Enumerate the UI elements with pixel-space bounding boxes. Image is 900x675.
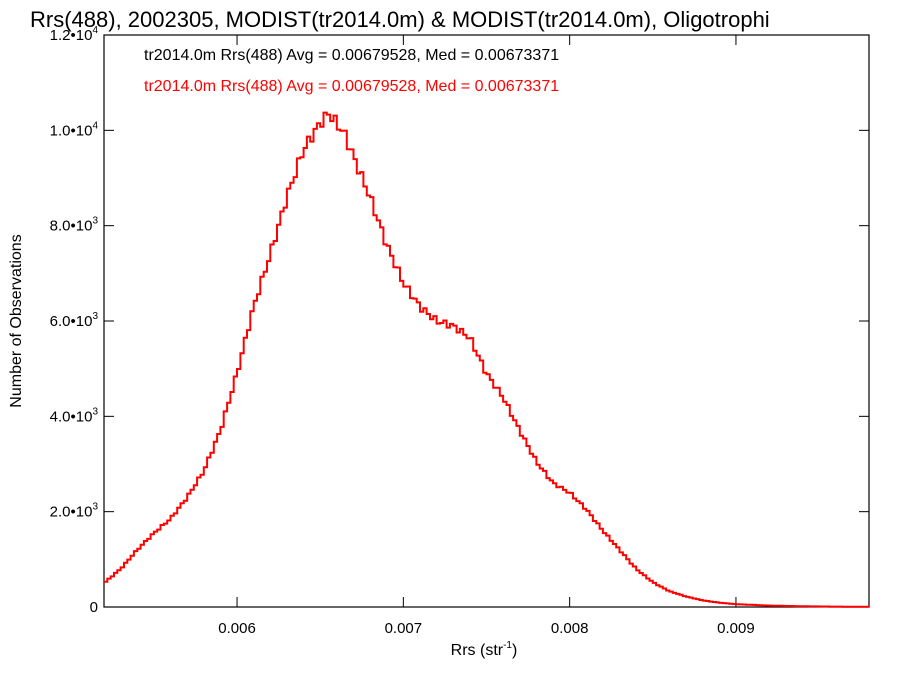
y-tick-label-2: 4.0•103 bbox=[50, 406, 99, 425]
y-tick-label-4: 8.0•103 bbox=[50, 216, 99, 235]
x-tick-label-3: 0.009 bbox=[717, 620, 755, 637]
y-tick-label-5: 1.0•104 bbox=[50, 120, 99, 139]
y-axis: 0 2.0•103 4.0•103 6.0•103 8.0•103 1.0•104 1.2•… bbox=[50, 25, 869, 616]
y-tick-label-1: 2.0•103 bbox=[50, 502, 99, 521]
x-tick-label-1: 0.007 bbox=[385, 620, 423, 637]
y-tick-label-3: 6.0•103 bbox=[50, 311, 99, 330]
y-tick-label-0: 0 bbox=[90, 599, 98, 616]
x-axis-label: Rrs (str-1) bbox=[451, 640, 518, 659]
y-tick-label-6: 1.2•104 bbox=[50, 25, 99, 44]
x-axis: 0.006 0.007 0.008 0.009 bbox=[218, 35, 755, 637]
x-tick-label-0: 0.006 bbox=[218, 620, 256, 637]
plot-frame bbox=[103, 34, 870, 608]
x-axis-label-exponent: -1 bbox=[503, 640, 512, 651]
histogram-series bbox=[104, 111, 869, 608]
y-axis-label: Number of Observations bbox=[8, 234, 25, 407]
x-tick-label-2: 0.008 bbox=[551, 620, 589, 637]
annotation-stats-black: tr2014.0m Rrs(488) Avg = 0.00679528, Med… bbox=[144, 47, 559, 64]
x-axis-label-close: ) bbox=[512, 642, 517, 659]
x-axis-label-text: Rrs (str bbox=[451, 642, 504, 659]
annotation-stats-red: tr2014.0m Rrs(488) Avg = 0.00679528, Med… bbox=[144, 78, 559, 95]
chart-title: Rrs(488), 2002305, MODIST(tr2014.0m) & M… bbox=[30, 7, 770, 32]
